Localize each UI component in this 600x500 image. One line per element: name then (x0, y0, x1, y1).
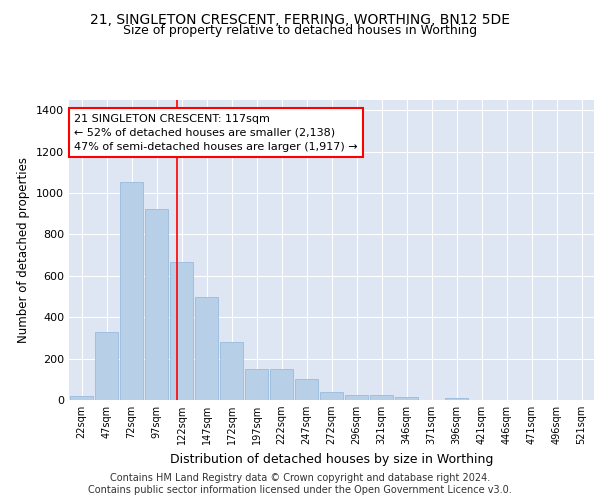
Bar (170, 262, 193, 400)
Bar (345, 396, 368, 400)
Bar (320, 392, 343, 400)
Bar (245, 368, 268, 400)
Bar (395, 397, 418, 400)
X-axis label: Distribution of detached houses by size in Worthing: Distribution of detached houses by size … (170, 452, 493, 466)
Bar (295, 380, 318, 400)
Bar (95, 332, 118, 400)
Text: Contains HM Land Registry data © Crown copyright and database right 2024.
Contai: Contains HM Land Registry data © Crown c… (88, 474, 512, 495)
Text: 21 SINGLETON CRESCENT: 117sqm
← 52% of detached houses are smaller (2,138)
47% o: 21 SINGLETON CRESCENT: 117sqm ← 52% of d… (74, 114, 358, 152)
Bar (195, 296, 218, 400)
Text: Size of property relative to detached houses in Worthing: Size of property relative to detached ho… (123, 24, 477, 37)
Bar (70, 396, 93, 400)
Bar (370, 396, 393, 400)
Bar (270, 368, 293, 400)
Bar (220, 342, 243, 400)
Text: 21, SINGLETON CRESCENT, FERRING, WORTHING, BN12 5DE: 21, SINGLETON CRESCENT, FERRING, WORTHIN… (90, 12, 510, 26)
Y-axis label: Number of detached properties: Number of detached properties (17, 157, 31, 343)
Bar (120, 182, 143, 400)
Bar (145, 210, 168, 400)
Bar (445, 398, 468, 400)
